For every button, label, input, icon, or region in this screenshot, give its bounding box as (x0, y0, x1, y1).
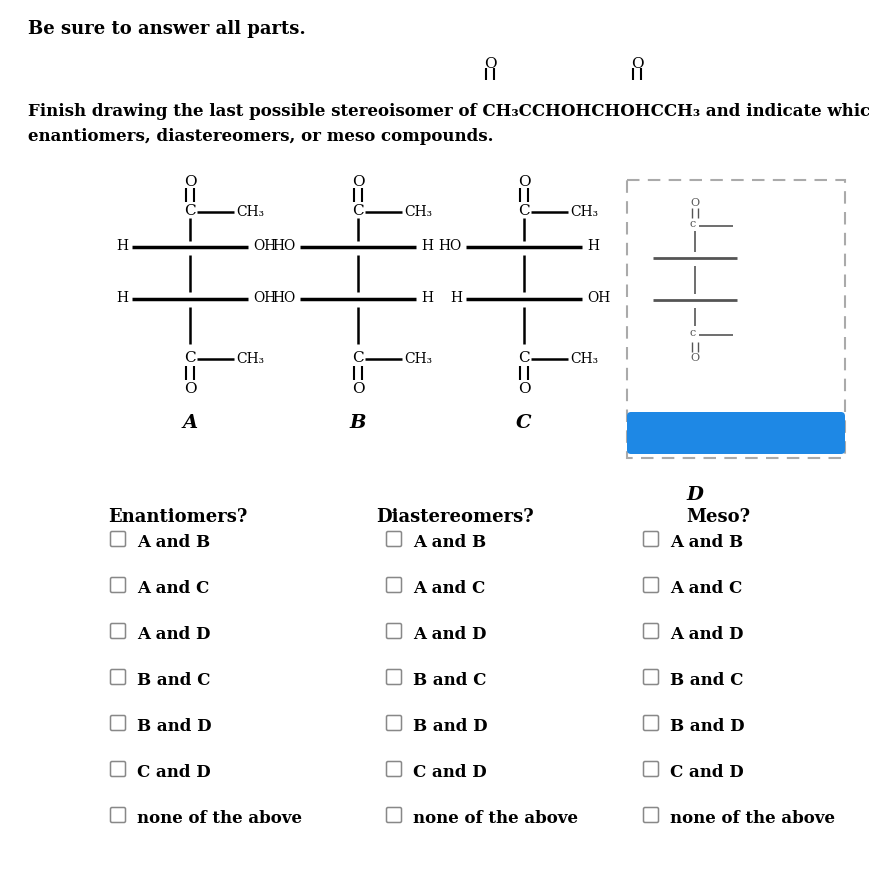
Text: HO: HO (273, 291, 295, 305)
Text: C: C (352, 204, 363, 218)
Text: C and D: C and D (669, 764, 743, 781)
Text: B: B (349, 414, 366, 432)
Text: CH₃: CH₃ (569, 352, 598, 366)
Text: D: D (686, 486, 703, 504)
Text: O: O (630, 57, 642, 71)
Text: A and B: A and B (669, 534, 742, 551)
Text: B and C: B and C (413, 672, 486, 689)
Text: B and D: B and D (136, 718, 211, 735)
FancyBboxPatch shape (110, 762, 125, 777)
Text: A and C: A and C (413, 580, 485, 597)
FancyBboxPatch shape (643, 531, 658, 547)
FancyBboxPatch shape (110, 578, 125, 592)
Text: C: C (518, 351, 529, 365)
Text: CH₃: CH₃ (235, 352, 264, 366)
Text: O: O (690, 198, 699, 208)
Text: Be sure to answer all parts.: Be sure to answer all parts. (28, 20, 305, 38)
Text: Meso?: Meso? (686, 508, 749, 526)
Text: Finish drawing the last possible stereoisomer of CH₃CCHOHCHOHCCH₃ and indicate w: Finish drawing the last possible stereoi… (28, 103, 869, 120)
Text: C: C (352, 351, 363, 365)
FancyBboxPatch shape (643, 669, 658, 685)
Text: O: O (483, 57, 495, 71)
Text: O: O (183, 382, 196, 396)
Text: H: H (449, 291, 461, 305)
Text: C: C (515, 414, 531, 432)
Text: HO: HO (273, 239, 295, 253)
FancyBboxPatch shape (386, 716, 401, 730)
FancyBboxPatch shape (110, 624, 125, 639)
Text: B and D: B and D (669, 718, 744, 735)
Text: finish structure ...: finish structure ... (650, 425, 819, 443)
FancyBboxPatch shape (386, 762, 401, 777)
Text: OH: OH (587, 291, 609, 305)
FancyBboxPatch shape (627, 412, 844, 454)
Text: O: O (517, 382, 530, 396)
Text: O: O (183, 175, 196, 189)
Text: A and D: A and D (413, 626, 486, 643)
Text: enantiomers, diastereomers, or meso compounds.: enantiomers, diastereomers, or meso comp… (28, 128, 493, 145)
FancyBboxPatch shape (643, 624, 658, 639)
Text: C and D: C and D (413, 764, 486, 781)
Text: A and C: A and C (136, 580, 209, 597)
Text: C: C (184, 204, 196, 218)
Text: none of the above: none of the above (136, 810, 302, 827)
Text: Diastereomers?: Diastereomers? (375, 508, 534, 526)
Text: C and D: C and D (136, 764, 210, 781)
Text: B and D: B and D (413, 718, 487, 735)
FancyBboxPatch shape (643, 716, 658, 730)
Text: HO: HO (438, 239, 461, 253)
Text: none of the above: none of the above (413, 810, 577, 827)
FancyBboxPatch shape (643, 807, 658, 823)
Text: C: C (518, 204, 529, 218)
FancyBboxPatch shape (386, 531, 401, 547)
Text: H: H (421, 239, 433, 253)
FancyBboxPatch shape (110, 531, 125, 547)
Text: O: O (517, 175, 530, 189)
Text: none of the above: none of the above (669, 810, 834, 827)
Text: H: H (116, 291, 128, 305)
FancyBboxPatch shape (386, 807, 401, 823)
FancyBboxPatch shape (110, 807, 125, 823)
Text: c: c (689, 219, 695, 229)
Text: CH₃: CH₃ (403, 205, 432, 219)
FancyBboxPatch shape (386, 578, 401, 592)
Text: H: H (116, 239, 128, 253)
FancyBboxPatch shape (386, 624, 401, 639)
Text: CH₃: CH₃ (403, 352, 432, 366)
Text: A and D: A and D (136, 626, 210, 643)
Text: OH: OH (253, 239, 276, 253)
Text: B and C: B and C (669, 672, 742, 689)
Text: B and C: B and C (136, 672, 210, 689)
Text: A and B: A and B (413, 534, 486, 551)
FancyBboxPatch shape (110, 716, 125, 730)
Text: O: O (351, 175, 364, 189)
Text: H: H (421, 291, 433, 305)
Text: c: c (689, 328, 695, 338)
Text: C: C (184, 351, 196, 365)
Text: O: O (351, 382, 364, 396)
FancyBboxPatch shape (386, 669, 401, 685)
Text: H: H (587, 239, 599, 253)
Text: CH₃: CH₃ (569, 205, 598, 219)
Text: OH: OH (253, 291, 276, 305)
Text: Enantiomers?: Enantiomers? (109, 508, 248, 526)
Text: CH₃: CH₃ (235, 205, 264, 219)
FancyBboxPatch shape (110, 669, 125, 685)
Text: A and D: A and D (669, 626, 743, 643)
Text: O: O (690, 353, 699, 363)
FancyBboxPatch shape (643, 578, 658, 592)
Text: A and C: A and C (669, 580, 741, 597)
FancyBboxPatch shape (643, 762, 658, 777)
Text: A and B: A and B (136, 534, 210, 551)
Text: A: A (182, 414, 197, 432)
